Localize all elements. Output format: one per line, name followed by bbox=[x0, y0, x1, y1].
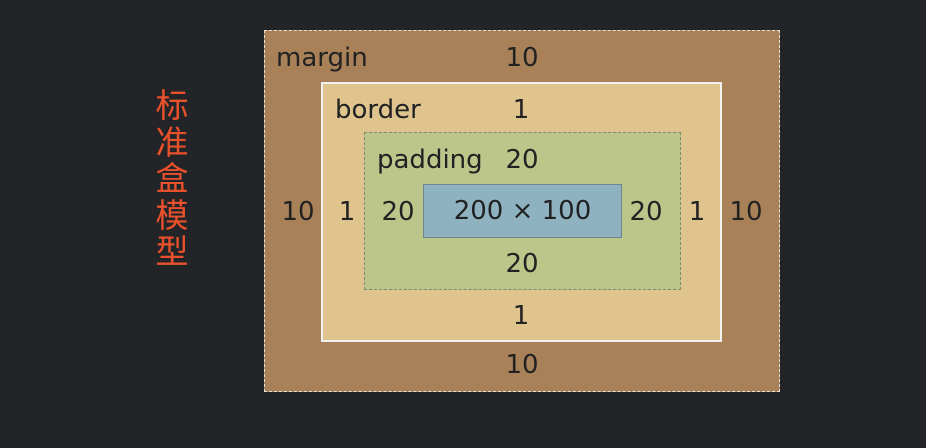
border-left-value: 1 bbox=[338, 197, 356, 227]
padding-bottom-value: 20 bbox=[505, 249, 539, 279]
border-bottom-value: 1 bbox=[512, 301, 530, 331]
padding-right-value: 20 bbox=[629, 197, 663, 227]
border-top-value: 1 bbox=[512, 95, 530, 125]
margin-label: margin bbox=[276, 43, 368, 73]
border-label: border bbox=[335, 95, 421, 125]
content-box: 200 × 100 bbox=[423, 184, 622, 238]
margin-left-value: 10 bbox=[281, 197, 315, 227]
margin-right-value: 10 bbox=[729, 197, 763, 227]
padding-top-value: 20 bbox=[505, 145, 539, 175]
padding-label: padding bbox=[377, 145, 483, 175]
diagram-title: 标准盒模型 bbox=[155, 86, 189, 271]
padding-left-value: 20 bbox=[381, 197, 415, 227]
margin-top-value: 10 bbox=[505, 43, 539, 73]
content-size-label: 200 × 100 bbox=[453, 196, 592, 226]
border-right-value: 1 bbox=[688, 197, 706, 227]
margin-bottom-value: 10 bbox=[505, 350, 539, 380]
